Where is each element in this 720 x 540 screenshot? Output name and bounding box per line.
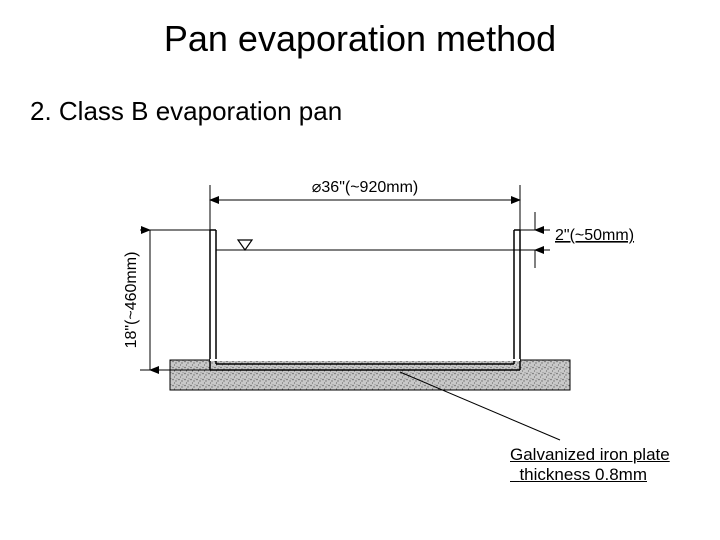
svg-text:⌀36"(~920mm): ⌀36"(~920mm) (312, 179, 418, 196)
section-heading: 2. Class B evaporation pan (30, 96, 342, 127)
slide: Pan evaporation method 2. Class B evapor… (0, 0, 720, 540)
svg-text:18"(~460mm): 18"(~460mm) (123, 252, 140, 349)
svg-text:2"(~50mm): 2"(~50mm) (555, 227, 634, 244)
material-label: Galvanized iron plate thickness 0.8mm (510, 445, 670, 484)
material-line1: Galvanized iron plate (510, 445, 670, 464)
material-line2: thickness 0.8mm (519, 465, 647, 484)
page-title: Pan evaporation method (0, 18, 720, 60)
pan-diagram: ⌀36"(~920mm) 18"(~460mm) 2"(~50mm) Galvani… (40, 150, 680, 480)
